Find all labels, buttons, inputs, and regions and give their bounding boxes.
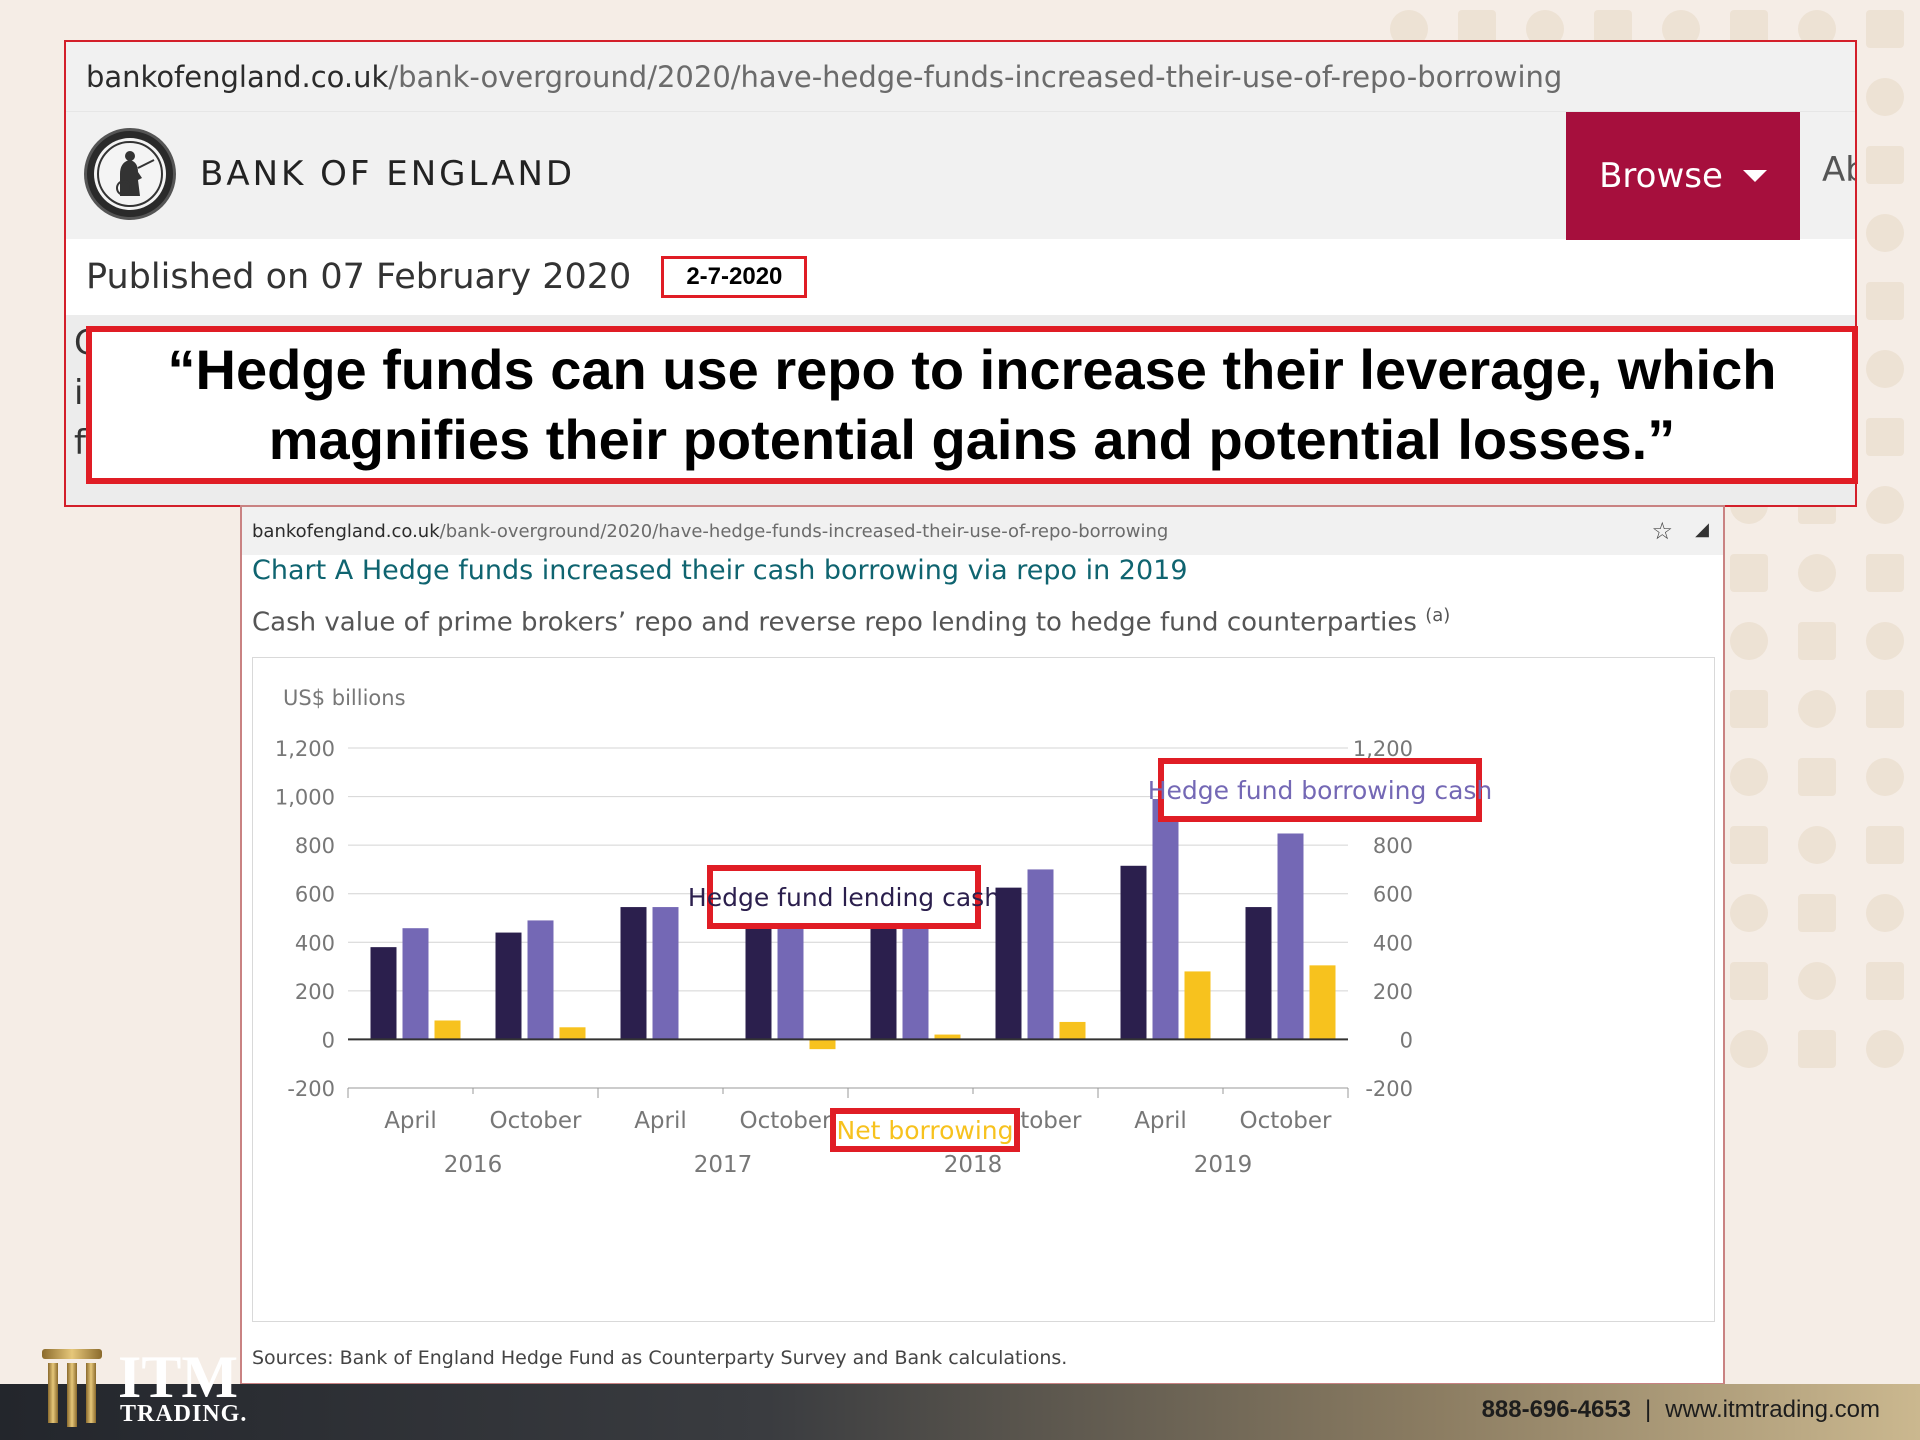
chart-frame: US$ billions1,2001,2001,0001,00080080060… — [252, 657, 1715, 1322]
itm-trading-logo[interactable]: ITM TRADING. — [38, 1345, 248, 1440]
bank-of-england-logo-icon[interactable] — [84, 128, 176, 220]
y-tick-label-left: 1,000 — [275, 786, 335, 810]
x-tick-label: October — [489, 1108, 582, 1134]
y-tick-label-left: 800 — [295, 834, 335, 858]
chart-subtitle-note: (a) — [1425, 605, 1451, 626]
url-path: /bank-overground/2020/have-hedge-funds-i… — [388, 59, 1563, 94]
quote-callout: “Hedge funds can use repo to increase th… — [86, 326, 1858, 484]
series-label-callout — [1158, 758, 1482, 822]
bar-net-borrowing — [1059, 1021, 1086, 1040]
y-tick-label-left: 200 — [295, 980, 335, 1004]
x-tick-label: April — [634, 1108, 687, 1134]
quote-text: “Hedge funds can use repo to increase th… — [167, 338, 1777, 471]
phone-number[interactable]: 888-696-4653 — [1481, 1396, 1632, 1423]
x-year-label: 2016 — [444, 1152, 503, 1178]
footer-contact: 888-696-4653 | www.itmtrading.com — [1482, 1396, 1880, 1424]
body-text-fragment: i — [74, 373, 84, 413]
date-badge: 2-7-2020 — [661, 256, 808, 298]
url-domain: bankofengland.co.uk — [252, 520, 440, 542]
caret-down-icon — [1742, 170, 1767, 182]
y-tick-label-left: -200 — [287, 1077, 335, 1101]
about-link[interactable]: Ab — [1822, 150, 1855, 190]
y-tick-label-right: 800 — [1373, 834, 1413, 858]
chart-screenshot: bankofengland.co.uk/bank-overground/2020… — [240, 505, 1725, 1385]
chart-subtitle-text: Cash value of prime brokers’ repo and re… — [252, 607, 1417, 638]
x-year-label: 2019 — [1194, 1152, 1253, 1178]
y-tick-label-right: 600 — [1373, 883, 1413, 907]
series-label: Hedge fund lending cash — [688, 883, 1000, 912]
chart-address-bar[interactable]: bankofengland.co.uk/bank-overground/2020… — [242, 507, 1723, 555]
url-path: /bank-overground/2020/have-hedge-funds-i… — [439, 520, 1169, 542]
bar-hedge-fund-borrowing-cash — [652, 907, 679, 1040]
bar-chart: US$ billions1,2001,2001,0001,00080080060… — [275, 686, 1493, 1178]
site-header: BANK OF ENGLAND Browse Ab — [66, 111, 1855, 240]
brand-name: ITM — [118, 1344, 238, 1410]
bar-hedge-fund-borrowing-cash — [1152, 799, 1179, 1040]
bar-net-borrowing — [934, 1034, 961, 1040]
y-axis-label: US$ billions — [283, 686, 406, 710]
pillar-logo-icon — [42, 1349, 102, 1427]
bar-hedge-fund-lending-cash — [370, 947, 397, 1040]
y-tick-label-right: -200 — [1365, 1077, 1413, 1101]
bookmark-star-icon[interactable]: ☆ — [1651, 517, 1673, 545]
x-tick-label: April — [1134, 1108, 1187, 1134]
x-year-label: 2018 — [944, 1152, 1003, 1178]
bar-hedge-fund-borrowing-cash — [1027, 869, 1054, 1040]
url-domain: bankofengland.co.uk — [86, 59, 389, 94]
site-name[interactable]: BANK OF ENGLAND — [200, 154, 576, 194]
bar-hedge-fund-lending-cash — [495, 932, 522, 1040]
y-tick-label-right: 200 — [1373, 980, 1413, 1004]
y-tick-label-right: 0 — [1400, 1028, 1413, 1052]
bar-hedge-fund-lending-cash — [620, 907, 647, 1040]
x-tick-label: October — [739, 1108, 832, 1134]
footer-bar — [0, 1384, 1920, 1440]
series-label-callout — [830, 1108, 1020, 1152]
y-tick-label-right: 400 — [1373, 931, 1413, 955]
x-tick-label: October — [1239, 1108, 1332, 1134]
bar-net-borrowing — [1309, 965, 1336, 1040]
series-label: Net borrowing — [837, 1116, 1014, 1145]
chart-sources: Sources: Bank of England Hedge Fund as C… — [252, 1347, 1068, 1369]
body-text-fragment: f — [74, 423, 86, 463]
bar-hedge-fund-lending-cash — [1245, 907, 1272, 1040]
contact-separator: | — [1645, 1396, 1652, 1423]
bar-hedge-fund-borrowing-cash — [402, 928, 429, 1040]
y-tick-label-left: 400 — [295, 931, 335, 955]
chart-subtitle: Cash value of prime brokers’ repo and re… — [252, 605, 1450, 638]
extension-icon[interactable]: ◢ — [1695, 519, 1709, 540]
bar-net-borrowing — [559, 1027, 586, 1040]
published-date: Published on 07 February 2020 — [86, 257, 632, 297]
browse-button[interactable]: Browse — [1566, 112, 1800, 240]
bar-hedge-fund-borrowing-cash — [527, 920, 554, 1040]
bar-net-borrowing — [809, 1039, 836, 1050]
browse-label: Browse — [1599, 156, 1723, 196]
bar-hedge-fund-lending-cash — [1120, 865, 1147, 1040]
address-bar[interactable]: bankofengland.co.uk/bank-overground/2020… — [66, 42, 1855, 111]
website-link[interactable]: www.itmtrading.com — [1665, 1396, 1880, 1423]
publication-row: Published on 07 February 2020 2-7-2020 — [66, 239, 1855, 315]
y-tick-label-right: 1,200 — [1353, 737, 1413, 761]
bar-hedge-fund-borrowing-cash — [1277, 833, 1304, 1040]
x-tick-label: April — [384, 1108, 437, 1134]
series-label: Hedge fund borrowing cash — [1148, 776, 1493, 805]
bar-net-borrowing — [1184, 971, 1211, 1040]
series-label-callout — [707, 865, 981, 929]
bar-net-borrowing — [434, 1020, 461, 1040]
brand-subname: TRADING. — [120, 1401, 248, 1427]
bar-hedge-fund-lending-cash — [995, 887, 1022, 1040]
y-tick-label-left: 0 — [322, 1028, 335, 1052]
y-tick-label-left: 600 — [295, 883, 335, 907]
y-tick-label-left: 1,200 — [275, 737, 335, 761]
chart-title: Chart A Hedge funds increased their cash… — [252, 555, 1188, 586]
x-year-label: 2017 — [694, 1152, 753, 1178]
